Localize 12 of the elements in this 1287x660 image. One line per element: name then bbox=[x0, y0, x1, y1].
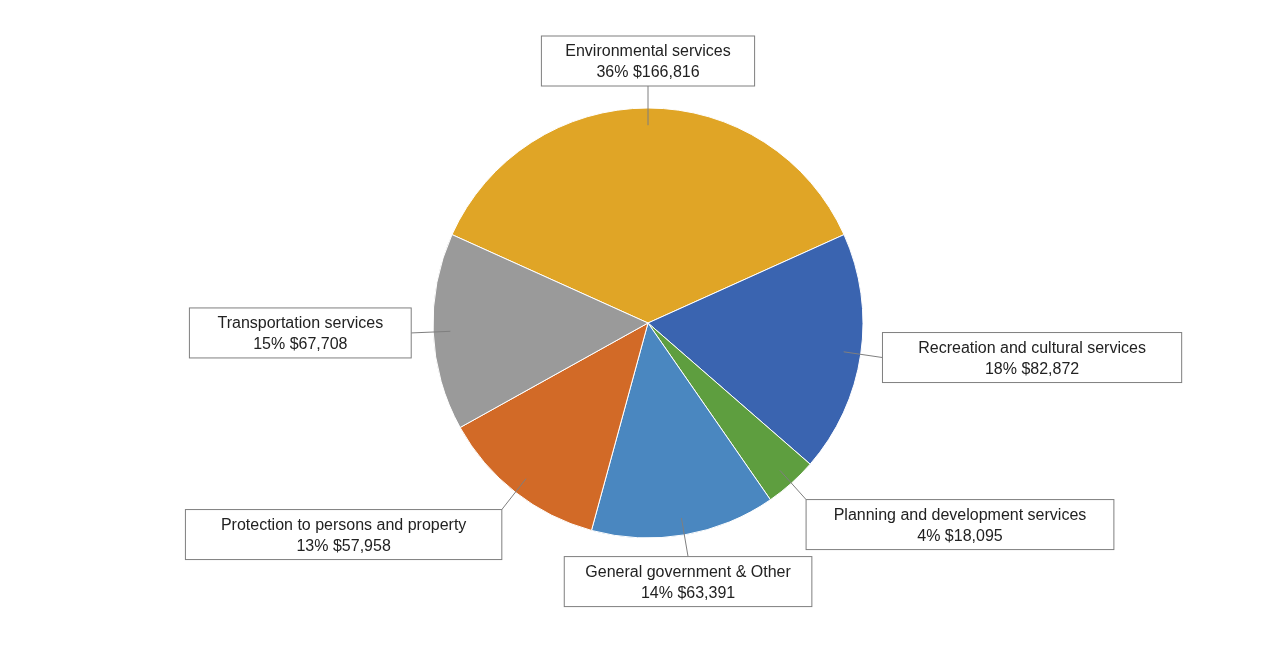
slice-label: Planning and development services bbox=[833, 505, 1087, 523]
data-label: 13% $57,958 bbox=[296, 536, 391, 554]
data-label: 36% $166,816 bbox=[596, 63, 700, 80]
slice-label: Transportation services bbox=[217, 313, 384, 331]
slice-label: Protection to persons and property bbox=[220, 515, 467, 533]
data-label: 4% $18,095 bbox=[917, 526, 1003, 544]
data-label: 14% $63,391 bbox=[640, 583, 736, 601]
data-label: 18% $82,872 bbox=[984, 359, 1080, 377]
data-label: 15% $67,708 bbox=[253, 334, 348, 352]
slice-label: Environmental services bbox=[565, 42, 731, 59]
slice-label: General government & Other bbox=[585, 562, 792, 580]
slice-label: Recreation and cultural services bbox=[918, 338, 1146, 356]
